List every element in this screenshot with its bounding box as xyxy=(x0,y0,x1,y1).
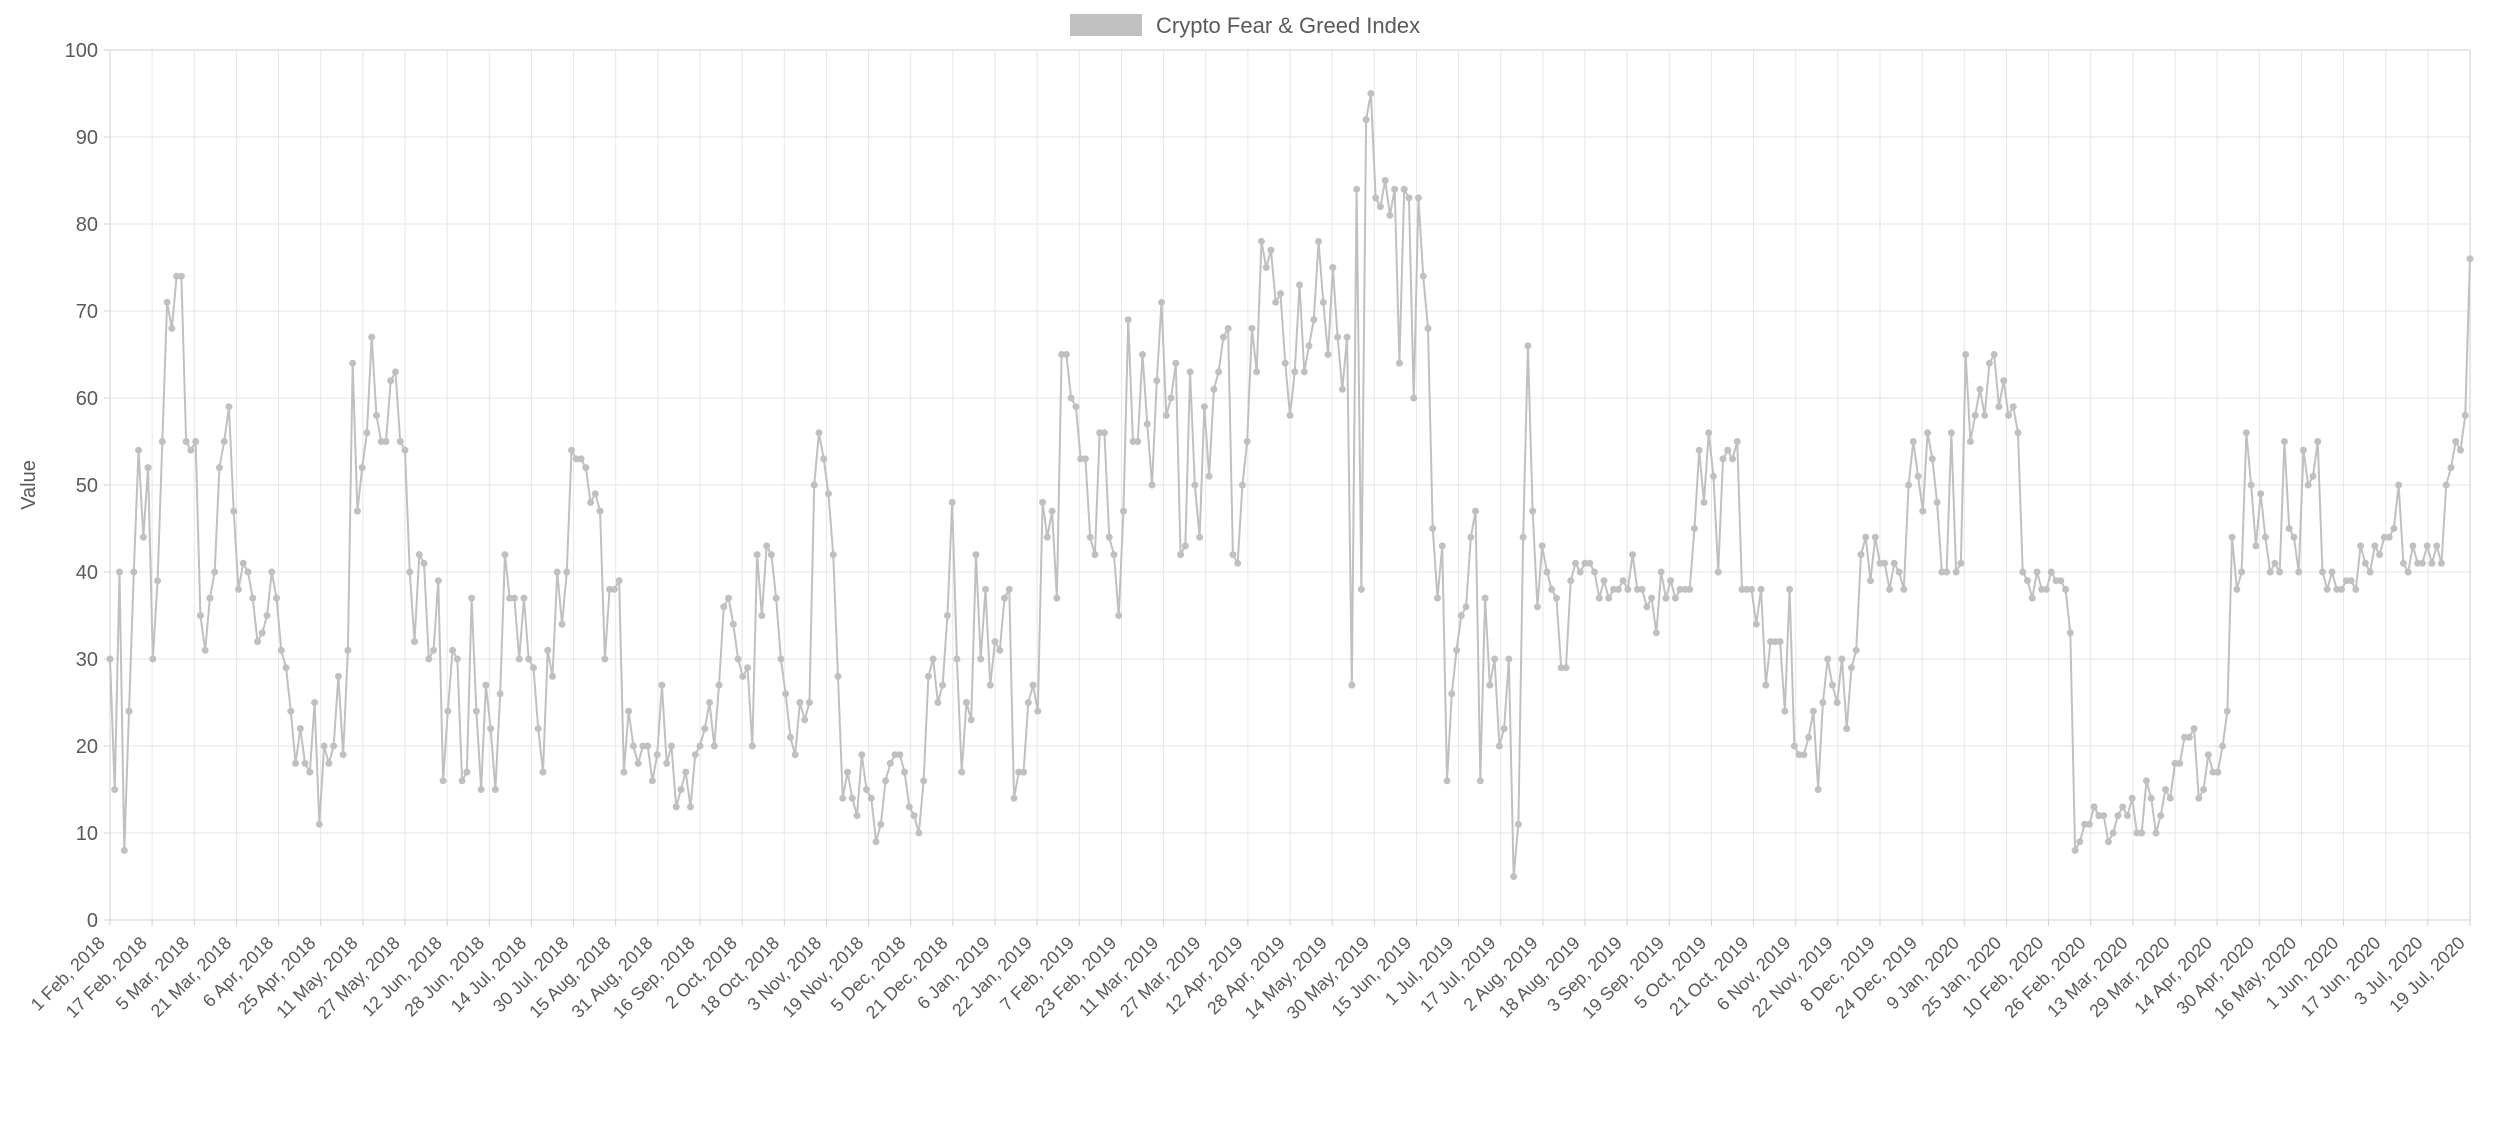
legend-swatch xyxy=(1070,14,1142,36)
legend-label: Crypto Fear & Greed Index xyxy=(1156,13,1420,38)
y-tick-label: 30 xyxy=(76,649,98,671)
y-axis-label: Value xyxy=(18,460,40,510)
y-tick-label: 50 xyxy=(76,475,98,497)
y-tick-label: 60 xyxy=(76,388,98,410)
y-tick-label: 90 xyxy=(76,127,98,149)
y-tick-label: 40 xyxy=(76,562,98,584)
y-tick-label: 0 xyxy=(87,910,98,932)
chart-container: 0102030405060708090100Value1 Feb, 201817… xyxy=(0,0,2506,1142)
y-tick-label: 100 xyxy=(65,40,98,62)
y-tick-label: 70 xyxy=(76,301,98,323)
y-tick-label: 80 xyxy=(76,214,98,236)
legend: Crypto Fear & Greed Index xyxy=(1070,13,1420,38)
line-chart: 0102030405060708090100Value1 Feb, 201817… xyxy=(0,0,2506,1142)
y-tick-label: 10 xyxy=(76,823,98,845)
y-tick-label: 20 xyxy=(76,736,98,758)
